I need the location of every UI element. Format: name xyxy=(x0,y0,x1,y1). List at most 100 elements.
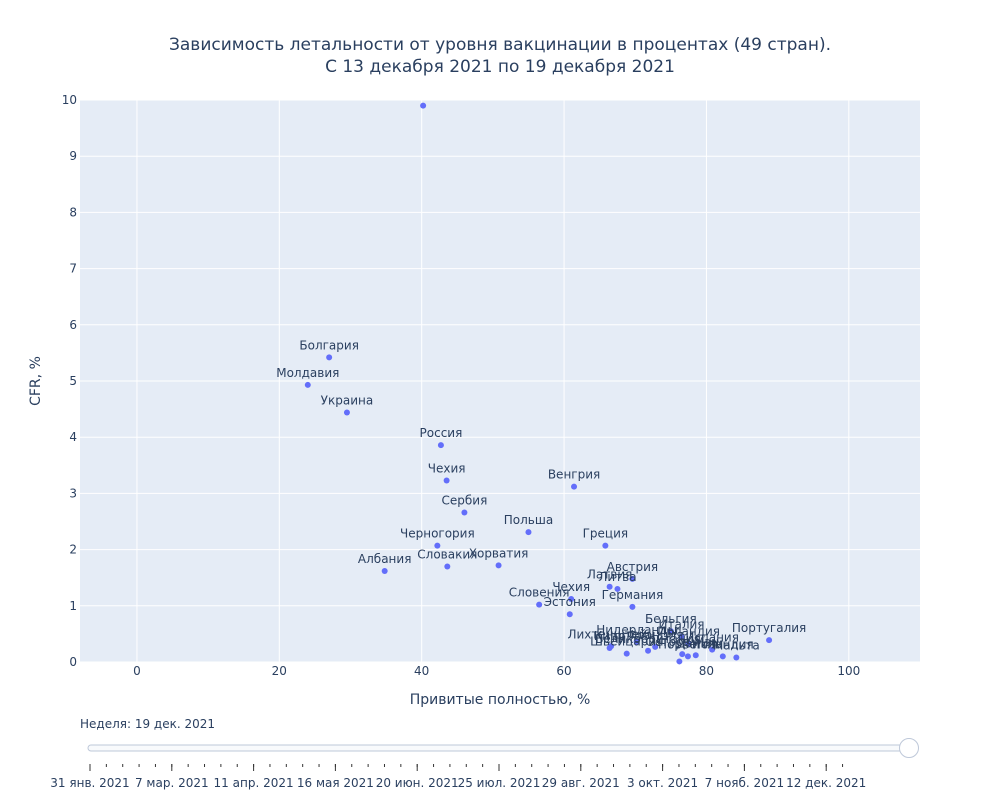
slider-tick-label[interactable]: 7 мар. 2021 xyxy=(135,776,209,790)
point-label: Бельгия xyxy=(645,612,697,626)
slider-tick-label[interactable]: 16 мая 2021 xyxy=(297,776,374,790)
point-label: Норвегия xyxy=(658,637,718,651)
data-point[interactable] xyxy=(304,381,311,388)
data-point[interactable] xyxy=(495,562,502,569)
point-label: Словакия xyxy=(417,547,477,561)
point-label: Латвия xyxy=(587,568,632,582)
point-label: Украина xyxy=(321,393,374,407)
data-point[interactable] xyxy=(461,509,468,516)
y-tick-label: 5 xyxy=(69,374,77,388)
slider-tick-label[interactable]: 29 авг. 2021 xyxy=(542,776,620,790)
slider-tick-label[interactable]: 12 дек. 2021 xyxy=(786,776,866,790)
data-point[interactable] xyxy=(623,650,630,657)
data-point[interactable] xyxy=(437,442,444,449)
x-tick-label: 60 xyxy=(556,664,571,678)
point-label: Швейцария xyxy=(590,635,663,649)
point-label: Лихтенштейн xyxy=(567,627,654,641)
point-label: Италия xyxy=(659,618,705,632)
slider-tick-label[interactable]: 31 янв. 2021 xyxy=(50,776,129,790)
y-tick-label: 4 xyxy=(69,430,77,444)
data-point[interactable] xyxy=(692,652,699,659)
point-label: Болгария xyxy=(299,338,359,352)
data-point[interactable] xyxy=(652,643,659,650)
slider-tick-label[interactable]: 25 июл. 2021 xyxy=(458,776,541,790)
data-point[interactable] xyxy=(381,567,388,574)
data-point[interactable] xyxy=(678,633,685,640)
point-label: Остров Мэн xyxy=(645,635,719,649)
slider-tick-label[interactable]: 7 нояб. 2021 xyxy=(705,776,784,790)
data-point[interactable] xyxy=(568,596,575,603)
data-point[interactable] xyxy=(566,611,573,618)
data-point[interactable] xyxy=(645,647,652,654)
data-point[interactable] xyxy=(444,563,451,570)
slider-tick-label[interactable]: 3 окт. 2021 xyxy=(627,776,698,790)
point-label: Польша xyxy=(504,513,553,527)
axis-ticks: 0 20 40 60 80 100 0 1 2 3 4 5 6 7 8 9 10 xyxy=(62,93,861,678)
data-point[interactable] xyxy=(766,637,773,644)
y-tick-label: 0 xyxy=(69,655,77,669)
data-point[interactable] xyxy=(733,654,740,661)
chart-subtitle: С 13 декабря 2021 по 19 декабря 2021 xyxy=(325,57,675,77)
grid-lines xyxy=(80,99,920,663)
data-point[interactable] xyxy=(633,638,640,645)
point-label: Словения xyxy=(509,586,570,600)
point-label: Литва xyxy=(598,570,636,584)
point-label: Греция xyxy=(583,527,629,541)
slider-rail[interactable] xyxy=(87,744,911,752)
data-point[interactable] xyxy=(434,542,441,549)
chart-title: Зависимость летальности от уровня вакцин… xyxy=(169,35,831,55)
data-point[interactable] xyxy=(606,644,613,651)
x-tick-label: 0 xyxy=(133,664,141,678)
point-label: Чехия xyxy=(552,580,590,594)
point-label: Франция xyxy=(627,628,683,642)
data-point[interactable] xyxy=(443,477,450,484)
data-point[interactable] xyxy=(709,646,716,653)
point-label: Молдавия xyxy=(276,366,339,380)
point-label: Албания xyxy=(358,552,412,566)
point-label: Великобритания xyxy=(595,632,701,646)
slider-tick-label[interactable]: 11 апр. 2021 xyxy=(214,776,294,790)
y-tick-label: 9 xyxy=(69,149,77,163)
data-point[interactable] xyxy=(614,585,621,592)
point-label: Россия xyxy=(420,426,463,440)
point-label: Нидерланды xyxy=(596,623,677,637)
slider-tick-label[interactable]: 20 июн. 2021 xyxy=(376,776,459,790)
data-point[interactable] xyxy=(571,483,578,490)
x-tick-label: 100 xyxy=(837,664,860,678)
data-point[interactable] xyxy=(629,603,636,610)
y-tick-label: 10 xyxy=(62,93,77,107)
data-point[interactable] xyxy=(684,653,691,660)
data-point[interactable] xyxy=(602,542,609,549)
point-label: Дания xyxy=(676,636,716,650)
y-axis-title: CFR, % xyxy=(28,356,44,406)
point-label: Чехия xyxy=(428,461,466,475)
y-tick-label: 3 xyxy=(69,486,77,500)
point-label: Португалия xyxy=(732,621,806,635)
data-point[interactable] xyxy=(685,640,692,647)
data-point[interactable] xyxy=(629,575,636,582)
data-point[interactable] xyxy=(536,601,543,608)
data-point[interactable] xyxy=(606,583,613,590)
point-label: Черногория xyxy=(400,527,475,541)
data-point[interactable] xyxy=(719,653,726,660)
point-label: Мальта xyxy=(713,639,760,653)
slider-ticks: 31 янв. 2021 7 мар. 2021 11 апр. 2021 16 ма… xyxy=(50,764,866,790)
point-label: Кипр xyxy=(594,629,626,643)
data-point[interactable] xyxy=(667,628,674,635)
x-axis-title: Привитые полностью, % xyxy=(410,692,591,708)
data-points[interactable] xyxy=(304,102,773,665)
y-tick-label: 8 xyxy=(69,205,77,219)
data-point[interactable] xyxy=(326,354,333,361)
y-tick-label: 1 xyxy=(69,599,77,613)
data-point[interactable] xyxy=(676,658,683,665)
point-label: Сербия xyxy=(442,494,488,508)
slider-handle[interactable] xyxy=(899,738,919,758)
data-point[interactable] xyxy=(420,102,427,109)
data-point[interactable] xyxy=(525,529,532,536)
data-point[interactable] xyxy=(343,409,350,416)
data-point[interactable] xyxy=(679,651,686,658)
x-tick-label: 20 xyxy=(272,664,287,678)
point-label: Эстония xyxy=(544,595,596,609)
point-label: Германия xyxy=(602,588,664,602)
